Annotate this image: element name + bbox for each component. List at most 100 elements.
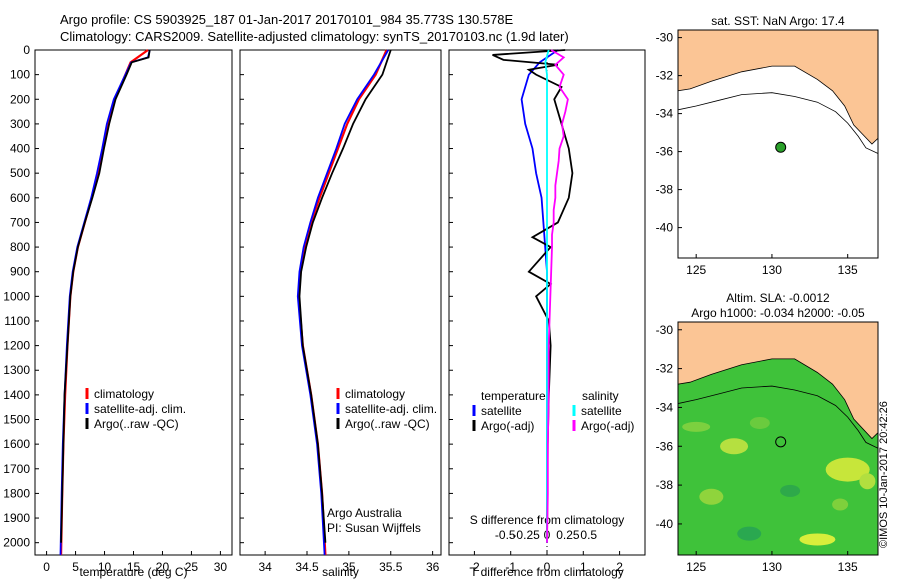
lon-tick-label: 135 — [838, 263, 858, 277]
depth-tick-label: 0 — [23, 43, 30, 57]
depth-tick-label: 100 — [10, 68, 30, 82]
x-tick-label: 30 — [214, 560, 228, 574]
depth-tick-label: 1600 — [3, 437, 30, 451]
x-tick-label: -2 — [469, 560, 480, 574]
shelf-contour — [677, 385, 879, 449]
legend-label: satellite-adj. clim. — [345, 402, 437, 416]
plot-frame-2 — [239, 49, 442, 556]
lat-tick-label: -36 — [656, 145, 674, 159]
imos-timestamp: ©IMOS 10-Jan-2017 20:42:26 — [878, 401, 890, 548]
map-frame — [677, 29, 879, 259]
lat-tick-label: -30 — [656, 31, 674, 45]
lat-tick-label: -32 — [656, 362, 674, 376]
x-tick-label-salinity: 0.5 — [580, 528, 597, 542]
depth-tick-label: 600 — [10, 191, 30, 205]
series-line-satellite-adj-clim- — [296, 49, 390, 556]
plot-frame-1 — [34, 49, 233, 556]
depth-tick-label: 1000 — [3, 289, 30, 303]
annotation-text: PI: Susan Wijffels — [327, 521, 421, 535]
x-tick-label: 5 — [72, 560, 79, 574]
x-tick-label: -1 — [505, 560, 516, 574]
lat-tick-label: -38 — [656, 183, 674, 197]
x-tick-label: 35 — [342, 560, 356, 574]
depth-tick-label: 1300 — [3, 363, 30, 377]
series-line-t-argo-adj- — [492, 49, 574, 543]
lat-tick-label: -30 — [656, 323, 674, 337]
legend-label: Argo(-adj) — [581, 419, 634, 433]
legend-label: climatology — [345, 387, 405, 401]
x-tick-label: 0 — [544, 560, 551, 574]
sla-anomaly-patch — [682, 421, 711, 432]
australia-land — [677, 29, 879, 145]
profile-title: Argo profile: CS 5903925_187 01-Jan-2017… — [60, 12, 514, 27]
legend-title: temperature — [481, 389, 546, 403]
series-line-argo-raw-qc- — [298, 49, 392, 543]
x-tick-label-salinity: 0.25 — [556, 528, 580, 542]
lon-tick-label: 135 — [838, 560, 858, 574]
climatology-subtitle: Climatology: CARS2009. Satellite-adjuste… — [60, 29, 569, 44]
sla-map-subtitle: Argo h1000: -0.034 h2000: -0.05 — [691, 306, 865, 320]
x-tick-label: 36 — [426, 560, 440, 574]
australia-land — [677, 321, 879, 440]
sla-anomaly-patch — [737, 526, 762, 541]
x-tick-label: 10 — [98, 560, 112, 574]
lon-tick-label: 130 — [762, 263, 782, 277]
x-tick-label: 35.5 — [379, 560, 403, 574]
legend-label: satellite-adj. clim. — [94, 402, 186, 416]
lat-tick-label: -40 — [656, 517, 674, 531]
depth-tick-label: 400 — [10, 142, 30, 156]
lat-tick-label: -36 — [656, 439, 674, 453]
series-line-climatology — [59, 49, 149, 556]
lon-tick-label: 125 — [686, 560, 706, 574]
x-tick-label: 2 — [616, 560, 623, 574]
sla-anomaly-patch — [720, 438, 749, 455]
x-axis-label: T difference from climatology — [470, 565, 624, 579]
legend-label: satellite — [581, 404, 622, 418]
lat-tick-label: -38 — [656, 478, 674, 492]
sla-anomaly-patch — [825, 457, 870, 482]
legend-title: salinity — [582, 389, 619, 403]
depth-tick-label: 1900 — [3, 511, 30, 525]
depth-tick-label: 1500 — [3, 413, 30, 427]
depth-tick-label: 1700 — [3, 462, 30, 476]
series-line-s-argo-adj- — [546, 49, 569, 543]
series-line-satellite-adj-clim- — [59, 49, 151, 556]
sla-anomaly-patch — [832, 498, 849, 511]
depth-tick-label: 1100 — [4, 314, 30, 328]
depth-tick-label: 1400 — [3, 388, 30, 402]
legend-label: Argo(..raw -QC) — [94, 417, 179, 431]
depth-tick-label: 800 — [10, 240, 30, 254]
sst-map-title: sat. SST: NaN Argo: 17.4 — [711, 14, 845, 28]
lon-tick-label: 125 — [686, 263, 706, 277]
lon-tick-label: 130 — [762, 560, 782, 574]
map-frame — [677, 321, 879, 556]
legend-label: climatology — [94, 387, 154, 401]
legend-label: Argo(-adj) — [481, 419, 534, 433]
shelf-contour — [677, 92, 879, 154]
x-axis-label: temperature (deg C) — [79, 565, 187, 579]
x-tick-label: 34.5 — [295, 560, 319, 574]
lat-tick-label: -32 — [656, 69, 674, 83]
x-axis-label: salinity — [322, 565, 359, 579]
sla-map-title: Altim. SLA: -0.0012 — [726, 291, 830, 305]
x-tick-label: 34 — [258, 560, 272, 574]
series-line-climatology — [297, 49, 388, 556]
series-line-t-satellite — [520, 49, 559, 543]
lat-tick-label: -34 — [656, 400, 674, 414]
depth-tick-label: 500 — [10, 166, 30, 180]
legend-label: satellite — [481, 404, 522, 418]
x-tick-label: 0 — [43, 560, 50, 574]
series-line-argo-raw-qc- — [60, 49, 151, 543]
legend-label: Argo(..raw -QC) — [345, 417, 430, 431]
x-tick-label: 20 — [156, 560, 170, 574]
x-tick-label-salinity: -0.5 — [495, 528, 516, 542]
sla-anomaly-patch — [859, 473, 876, 490]
sst-map — [677, 29, 879, 259]
depth-tick-label: 700 — [10, 215, 30, 229]
lat-tick-label: -34 — [656, 107, 674, 121]
sla-anomaly-patch — [799, 533, 836, 546]
float-location-marker — [775, 141, 787, 153]
x-tick-label: 25 — [185, 560, 199, 574]
depth-tick-label: 1800 — [3, 486, 30, 500]
